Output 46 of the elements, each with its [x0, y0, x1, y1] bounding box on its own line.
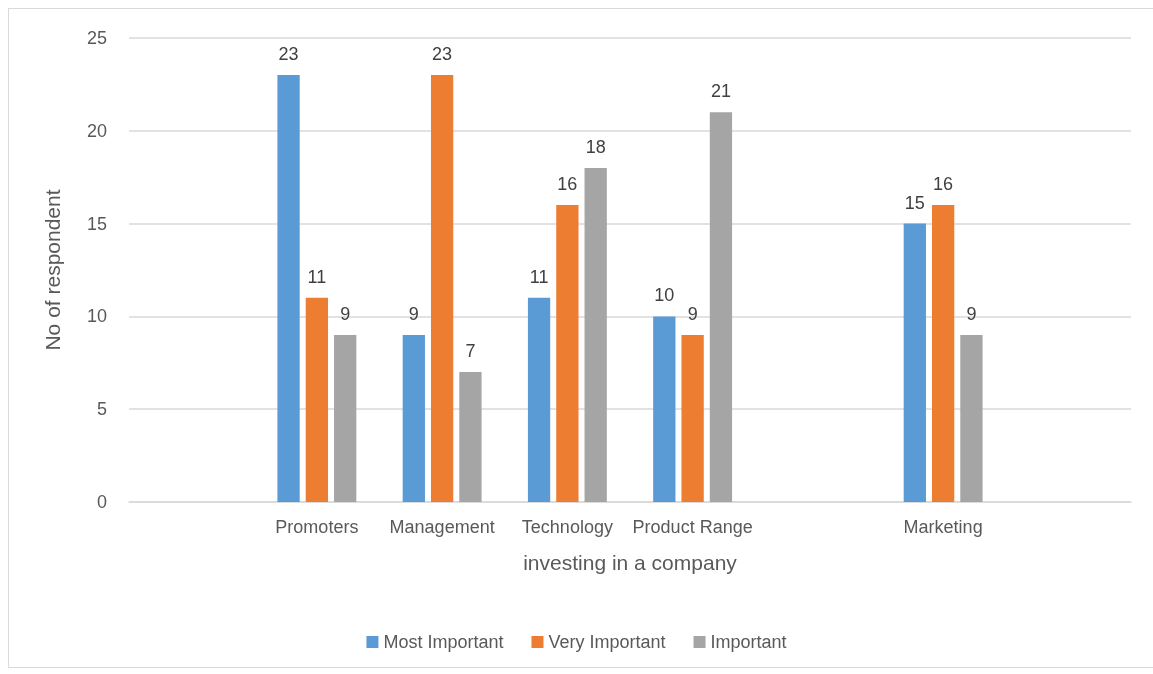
bar	[960, 334, 983, 502]
bar	[305, 297, 329, 502]
bar	[709, 112, 733, 502]
y-tick-label: 0	[96, 492, 107, 512]
data-label: 23	[432, 44, 453, 65]
data-label: 7	[465, 341, 476, 362]
x-tick-label: Technology	[521, 517, 613, 537]
legend-label: Important	[710, 632, 787, 652]
data-label: 21	[710, 81, 731, 102]
y-tick-label: 25	[86, 28, 107, 48]
legend-label: Very Important	[548, 632, 666, 652]
data-label: 15	[904, 192, 925, 213]
data-label: 10	[654, 285, 675, 306]
bar	[931, 205, 955, 502]
data-label: 9	[340, 303, 351, 324]
data-label: 16	[557, 174, 578, 195]
data-label: 9	[408, 303, 419, 324]
data-label: 11	[529, 266, 549, 287]
bar	[903, 223, 926, 502]
bar	[653, 316, 676, 502]
bar	[459, 372, 482, 502]
data-label: 23	[278, 44, 299, 65]
y-axis-title: No of respondent	[41, 189, 64, 351]
bar	[277, 75, 300, 502]
bar	[584, 167, 607, 502]
y-tick-label: 20	[86, 120, 107, 141]
x-tick-label: Promoters	[275, 517, 359, 537]
bar	[334, 334, 357, 502]
legend-label: Most Important	[383, 632, 504, 652]
data-label: 18	[585, 136, 606, 157]
data-label: 11	[307, 266, 327, 287]
bar	[527, 297, 551, 502]
x-tick-label: Management	[389, 517, 495, 537]
data-label: 16	[933, 174, 954, 195]
y-tick-label: 5	[96, 399, 107, 420]
bar	[556, 205, 579, 502]
y-tick-label: 10	[86, 306, 107, 327]
bar	[681, 334, 704, 502]
bar	[430, 75, 454, 502]
x-tick-label: Marketing	[903, 517, 983, 537]
data-label: 9	[966, 303, 977, 324]
y-tick-label: 15	[86, 213, 107, 234]
data-label: 9	[687, 303, 698, 324]
x-axis-title: investing in a company	[523, 551, 738, 574]
bar	[402, 334, 425, 502]
x-tick-label: Product Range	[632, 517, 753, 537]
